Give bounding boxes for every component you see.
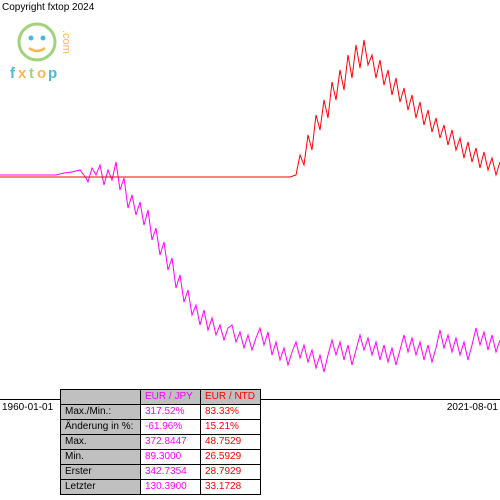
- x-axis-end: 2021-08-01: [447, 402, 498, 413]
- x-axis-start: 1960-01-01: [2, 402, 53, 413]
- cell-v1: 372.8447: [141, 435, 201, 450]
- table-row: Max./Min.:317.52%83.33%: [61, 405, 261, 420]
- row-label: Max./Min.:: [61, 405, 141, 420]
- cell-v2: 48.7529: [201, 435, 261, 450]
- table-row: Änderung in %:-61.96%15.21%: [61, 420, 261, 435]
- cell-v1: 342.7354: [141, 465, 201, 480]
- cell-v2: 83.33%: [201, 405, 261, 420]
- series-eur-jpy: [0, 162, 500, 372]
- row-label: Min.: [61, 450, 141, 465]
- cell-v1: 89.3000: [141, 450, 201, 465]
- table-header-row: EUR / JPY EUR / NTD: [61, 390, 261, 405]
- cell-v1: 317.52%: [141, 405, 201, 420]
- header-col1: EUR / JPY: [141, 390, 201, 405]
- series-eur-ntd: [0, 40, 500, 177]
- cell-v2: 15.21%: [201, 420, 261, 435]
- header-col2: EUR / NTD: [201, 390, 261, 405]
- table-row: Min.89.300026.5929: [61, 450, 261, 465]
- copyright-text: Copyright fxtop 2024: [2, 2, 94, 13]
- stats-table: EUR / JPY EUR / NTD Max./Min.:317.52%83.…: [60, 389, 261, 495]
- cell-v1: 130.3900: [141, 480, 201, 495]
- line-chart: 1960-01-01 2021-08-01: [0, 30, 500, 400]
- row-label: Änderung in %:: [61, 420, 141, 435]
- table-row: Erster342.735428.7929: [61, 465, 261, 480]
- row-label: Letzter: [61, 480, 141, 495]
- header-empty: [61, 390, 141, 405]
- row-label: Erster: [61, 465, 141, 480]
- cell-v2: 28.7929: [201, 465, 261, 480]
- cell-v2: 33.1728: [201, 480, 261, 495]
- cell-v2: 26.5929: [201, 450, 261, 465]
- chart-svg: [0, 30, 500, 400]
- cell-v1: -61.96%: [141, 420, 201, 435]
- table-row: Max.372.844748.7529: [61, 435, 261, 450]
- table-row: Letzter130.390033.1728: [61, 480, 261, 495]
- row-label: Max.: [61, 435, 141, 450]
